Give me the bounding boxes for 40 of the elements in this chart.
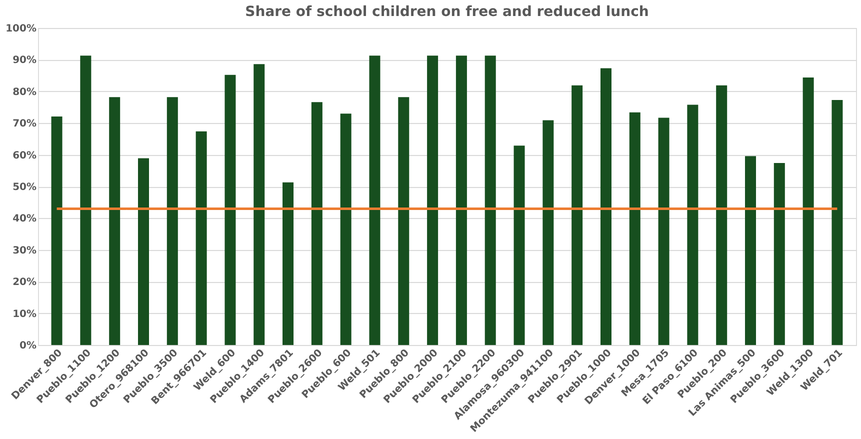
y-tick-label: 90% [12, 55, 36, 66]
chart-title: Share of school children on free and reduced lunch [245, 4, 649, 20]
bar [398, 97, 410, 345]
y-tick-label: 20% [12, 277, 36, 288]
bar [572, 85, 583, 345]
bar [340, 114, 352, 345]
y-tick-label: 50% [12, 182, 36, 193]
y-tick-label: 40% [12, 214, 36, 225]
bar [369, 56, 380, 345]
bar [80, 56, 92, 345]
bar [802, 77, 814, 345]
bar [138, 158, 149, 345]
bar [166, 97, 178, 345]
bar [629, 112, 640, 345]
bar [484, 56, 496, 345]
bar [456, 56, 467, 345]
y-tick-label: 0% [20, 340, 36, 352]
y-tick-label: 60% [12, 150, 36, 162]
bar [745, 156, 756, 345]
bar [832, 100, 843, 345]
bar [600, 68, 612, 345]
bar [542, 120, 554, 345]
bar [716, 85, 728, 345]
y-tick-label: 30% [12, 245, 36, 256]
bar [774, 163, 785, 345]
bar [51, 116, 62, 345]
y-tick-label: 80% [12, 86, 36, 98]
bar [427, 56, 438, 345]
bar [254, 64, 265, 345]
bar [109, 97, 120, 345]
y-tick-label: 10% [12, 308, 36, 320]
y-tick-label: 70% [12, 118, 36, 130]
bar [658, 118, 670, 345]
bar [282, 182, 294, 345]
bar [514, 146, 525, 345]
y-tick-label: 100% [6, 24, 36, 34]
bar [687, 104, 698, 345]
bar [311, 102, 322, 345]
bar [196, 131, 207, 345]
bar [224, 74, 236, 345]
